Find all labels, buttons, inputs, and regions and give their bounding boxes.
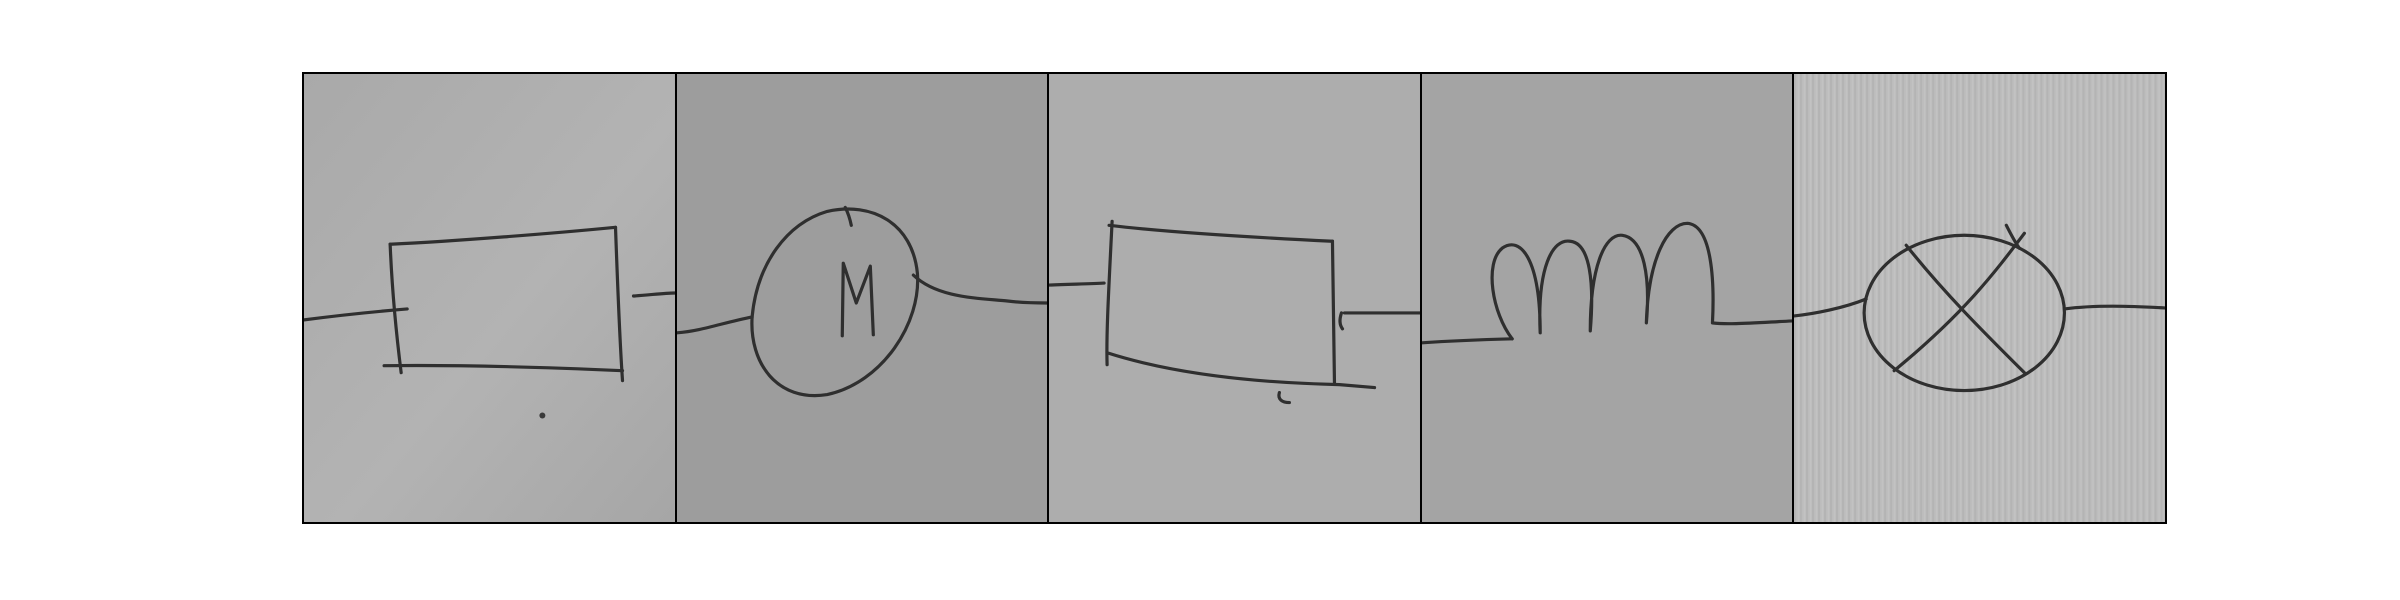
paper-background <box>1049 74 1420 522</box>
panel-resistor-2 <box>1047 74 1420 522</box>
resistor-sketch-icon <box>1049 219 1420 405</box>
motor-sketch-icon <box>676 205 1048 398</box>
panel-lamp <box>1792 74 2165 522</box>
resistor-sketch-icon <box>304 225 675 419</box>
paper-background <box>304 74 675 522</box>
panel-motor: M <box>674 74 1048 522</box>
inductor-coil-sketch-icon <box>1421 221 1793 345</box>
sketch-strip: M <box>302 72 2167 524</box>
lamp-sketch-icon <box>1794 223 2165 393</box>
paper-background <box>1794 74 2165 522</box>
panel-resistor-1 <box>304 74 675 522</box>
panel-inductor <box>1419 74 1793 522</box>
paper-background <box>1421 74 1793 522</box>
